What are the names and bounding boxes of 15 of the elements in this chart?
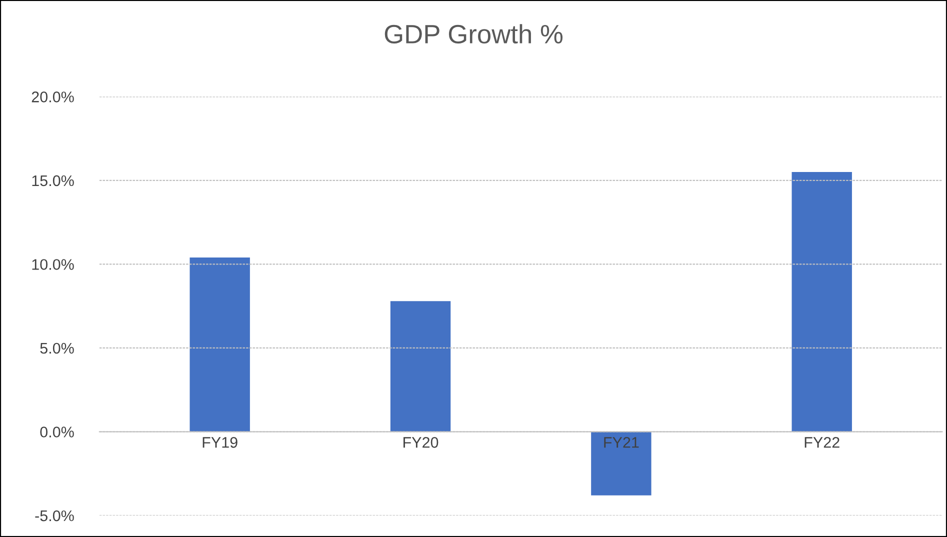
- y-tick-label: -5.0%: [35, 510, 74, 522]
- x-tick-label: FY21: [604, 437, 639, 448]
- x-tick-label: FY19: [202, 437, 238, 448]
- bar: [792, 172, 852, 432]
- bar: [190, 258, 250, 432]
- bar: [591, 432, 652, 496]
- x-tick-label: FY22: [804, 437, 840, 448]
- chart-title: GDP Growth %: [384, 24, 563, 44]
- y-tick-label: 5.0%: [40, 342, 74, 354]
- y-tick-label: 10.0%: [32, 259, 74, 270]
- bar: [390, 301, 451, 432]
- y-tick-label: 0.0%: [40, 426, 74, 438]
- x-tick-label: FY20: [404, 437, 438, 448]
- y-tick-label: 15.0%: [32, 175, 74, 186]
- y-tick-label: 20.0%: [32, 92, 74, 102]
